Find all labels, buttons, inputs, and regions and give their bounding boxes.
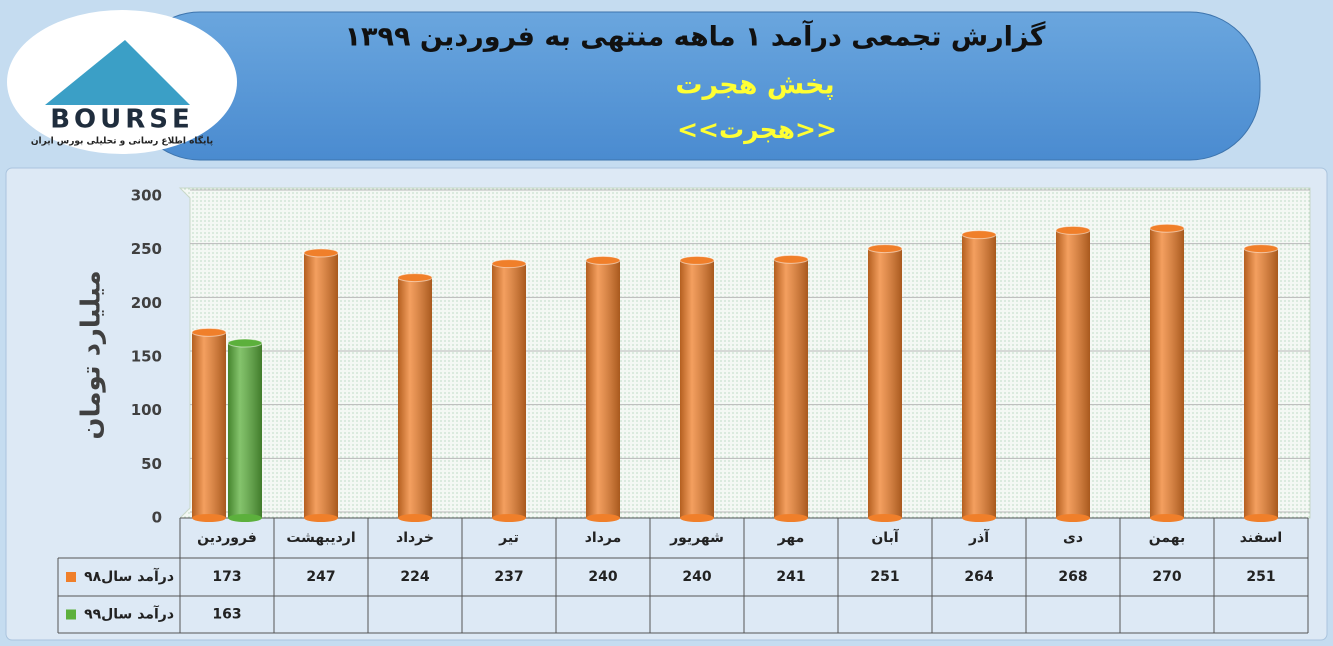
y-tick-label: 300 [131,187,162,205]
bar-shade [304,252,338,519]
bar-shade [398,277,432,518]
bar-base [1244,514,1278,522]
y-axis-label: میلیارد تومان [77,270,107,439]
x-tick-label: بهمن [1149,530,1185,546]
bar-cap [773,254,809,264]
legend-label: درآمد سال۹۸ [84,567,174,585]
x-tick-label: مهر [777,530,805,546]
bar-base [962,514,996,522]
table-value: 173 [212,569,241,585]
bar-shade [492,263,526,518]
bar-shade [1056,230,1090,518]
bar-shade [962,234,996,518]
x-tick-label: شهریور [669,530,724,546]
logo-tagline: پایگاه اطلاع رسانی و تحلیلی بورس ایران [31,135,213,147]
table-value: 240 [682,569,711,585]
legend-swatch [66,572,76,582]
bar-shade [192,332,226,518]
x-tick-label: آذر [968,528,990,546]
bar-shade [868,248,902,519]
bar-shade [774,259,808,518]
bar-base [228,514,262,522]
bar-cap [227,338,263,348]
table-value: 247 [306,569,335,585]
bar-shade [586,260,620,518]
table-value: 237 [494,569,523,585]
y-tick-label: 0 [152,509,162,527]
bar-cap [1243,244,1279,254]
bar-base [492,514,526,522]
y-tick-label: 100 [131,401,162,419]
x-tick-label: مرداد [585,530,622,546]
bar-base [868,514,902,522]
bar-cap [867,244,903,254]
logo-name: BOURSE [50,105,194,135]
bar-cap [1055,225,1091,235]
chart-subtitle: پخش هجرت [675,70,834,101]
bar-shade [1150,228,1184,518]
legend-label: درآمد سال۹۹ [84,605,174,623]
y-tick-label: 250 [131,240,162,258]
bar-cap [1149,223,1185,233]
x-tick-label: خرداد [396,530,434,546]
bar-shade [1244,248,1278,519]
chart-symbol: <<هجرت>> [677,115,837,145]
bar-cap [585,255,621,265]
table-value: 240 [588,569,617,585]
table-value: 264 [964,569,993,585]
bar-shade [680,260,714,518]
bar-base [1056,514,1090,522]
bar-base [774,514,808,522]
bar-base [304,514,338,522]
logo-mark [45,40,190,105]
x-tick-label: اسفند [1240,530,1282,546]
bar-cap [191,327,227,337]
y-tick-label: 50 [141,455,162,473]
table-value: 241 [776,569,805,585]
x-tick-label: اردیبهشت [286,530,355,546]
chart-title: گزارش تجمعی درآمد ۱ ماهه منتهی به فروردی… [345,20,1046,53]
bar-base [398,514,432,522]
bar-cap [491,259,527,269]
plot-area [178,187,1311,519]
bar-cap [961,230,997,240]
table-value: 251 [1246,569,1275,585]
bar-cap [679,255,715,265]
x-tick-label: تیر [498,530,519,546]
table-value: 270 [1152,569,1181,585]
y-tick-label: 200 [131,294,162,312]
y-tick-label: 150 [131,348,162,366]
table-value: 268 [1058,569,1087,585]
bar-base [1150,514,1184,522]
x-tick-label: دی [1063,530,1083,546]
x-tick-label: آبان [871,528,899,546]
table-value: 163 [212,607,241,623]
bar-base [586,514,620,522]
table-value: 224 [400,569,429,585]
bar-base [680,514,714,522]
bar-base [192,514,226,522]
x-tick-label: فروردین [197,530,257,546]
bar-shade [228,343,262,518]
bar-cap [397,273,433,283]
legend-swatch [66,609,76,620]
bar-cap [303,248,339,258]
table-value: 251 [870,569,899,585]
